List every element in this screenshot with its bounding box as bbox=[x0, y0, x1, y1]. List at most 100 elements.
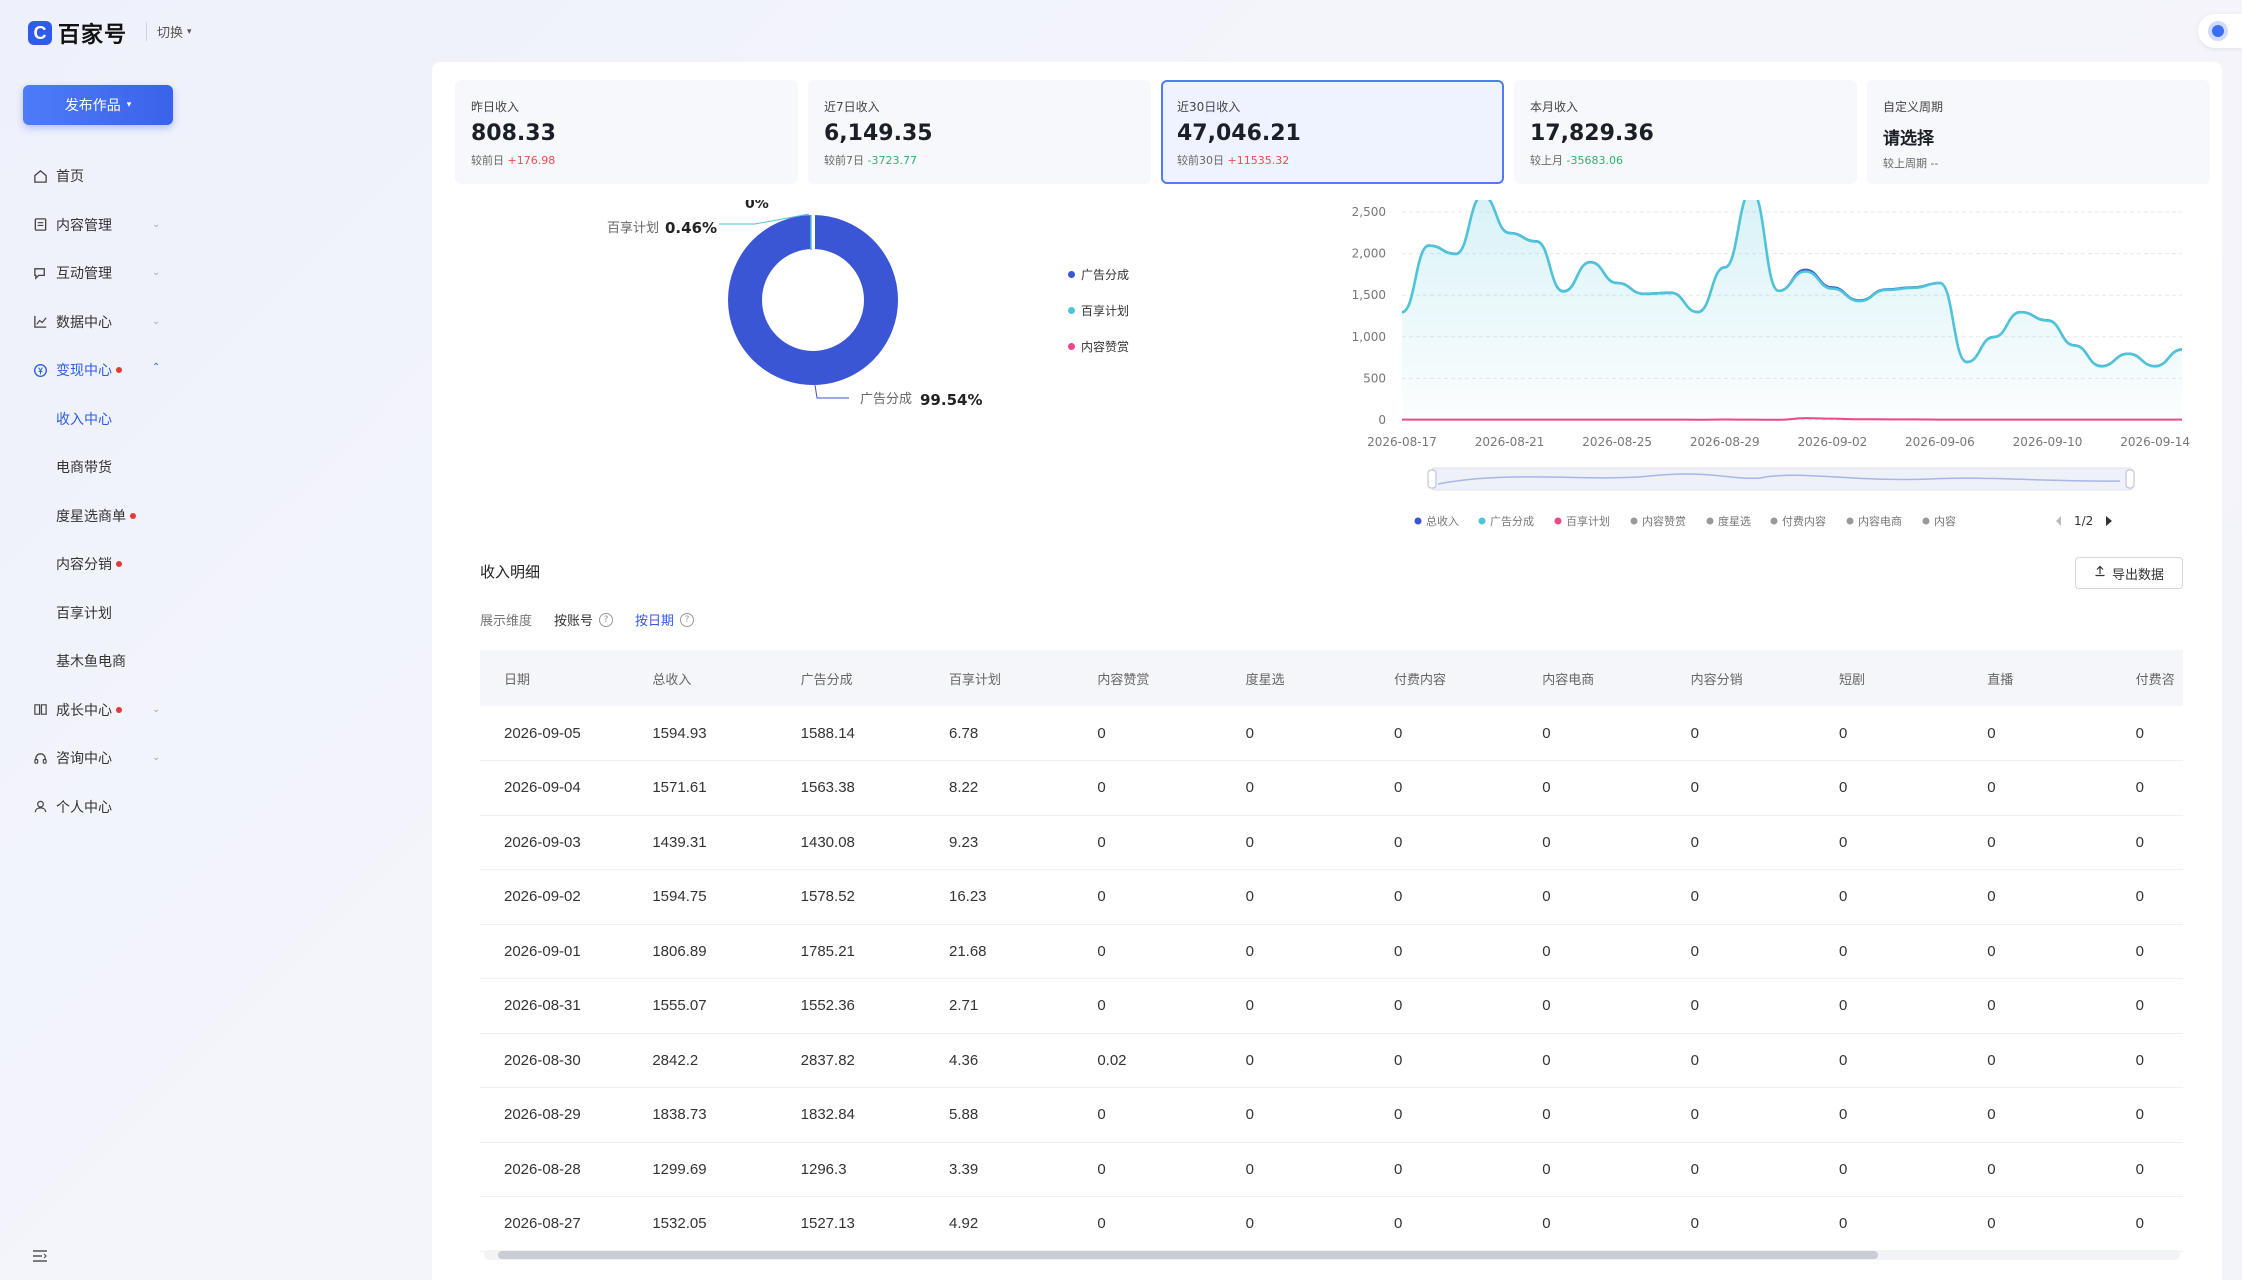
table-cell: 0 bbox=[1987, 1106, 1996, 1124]
table-cell: 0 bbox=[1690, 779, 1699, 797]
sidebar-item-jimuyu[interactable]: 基木鱼电商 bbox=[0, 637, 210, 686]
switch-label: 切换 bbox=[157, 26, 184, 41]
column-header: 内容赞赏 bbox=[1097, 672, 1150, 688]
sidebar-item-growth[interactable]: 成长中心 ⌄ bbox=[0, 686, 210, 735]
table-cell: 0 bbox=[1838, 779, 1848, 797]
dimension-option-label: 按日期 bbox=[635, 614, 675, 629]
table-header-row: 日期 总收入 广告分成 百享计划 内容赞赏 度星选 付费内容 内容电商 内容分销 短剧 直播 付费咨 bbox=[480, 650, 2183, 706]
help-icon[interactable]: ? bbox=[599, 612, 614, 627]
table-row: 2026-09-05 1594.93 1588.14 6.78 0 0 0 0 0 0 0 0 bbox=[480, 706, 2183, 761]
table-cell: 0 bbox=[1245, 1106, 1254, 1124]
stat-value: 808.33 bbox=[471, 121, 556, 146]
table-cell: 2026-09-02 bbox=[504, 888, 581, 906]
table-cell: 1296.3 bbox=[800, 1160, 847, 1178]
collapse-sidebar-icon[interactable] bbox=[32, 1248, 48, 1267]
table-cell: 0 bbox=[1245, 1215, 1254, 1233]
notification-dot bbox=[116, 561, 122, 568]
column-header: 直播 bbox=[1987, 672, 2014, 688]
sidebar-item-label: 咨询中心 bbox=[56, 751, 112, 768]
money-icon bbox=[32, 362, 48, 378]
sidebar-item-baixiang[interactable]: 百享计划 bbox=[0, 589, 210, 638]
stat-card-yesterday[interactable]: 昨日收入 808.33 较前日 +176.98 bbox=[455, 80, 798, 184]
dimension-by-date[interactable]: 按日期? bbox=[635, 610, 695, 629]
switch-account-button[interactable]: 切换 ▾ bbox=[146, 22, 192, 41]
table-cell: 0 bbox=[1245, 724, 1254, 742]
stat-card-month[interactable]: 本月收入 17,829.36 较上月 -35683.06 bbox=[1514, 80, 1857, 184]
series-line-baixiang bbox=[1402, 417, 2182, 421]
main-panel bbox=[432, 62, 2222, 1280]
table-horizontal-scrollbar[interactable] bbox=[484, 1250, 2180, 1260]
legend-item-baixiang[interactable]: 百享计划 bbox=[1068, 292, 1129, 328]
sidebar-item-data[interactable]: 数据中心 ⌄ bbox=[0, 298, 210, 347]
table-cell: 0 bbox=[1393, 779, 1403, 797]
sidebar-item-home[interactable]: 首页 bbox=[0, 152, 210, 201]
stat-value: 6,149.35 bbox=[824, 121, 933, 146]
legend-dot bbox=[1554, 517, 1562, 525]
table-cell: 1578.52 bbox=[800, 888, 855, 906]
stat-value: 17,829.36 bbox=[1530, 121, 1654, 146]
table-cell: 0 bbox=[1987, 779, 1996, 797]
stat-card-7days[interactable]: 近7日收入 6,149.35 较前7日 -3723.77 bbox=[808, 80, 1151, 184]
label-tip-pct: 0% bbox=[745, 200, 769, 212]
scrollbar-thumb[interactable] bbox=[498, 1251, 1878, 1259]
sidebar-item-distribution[interactable]: 内容分销 bbox=[0, 540, 210, 589]
legend-label: 内容电商 bbox=[1858, 514, 1902, 528]
publish-button[interactable]: 发布作品 ▾ bbox=[23, 85, 173, 125]
avatar[interactable] bbox=[2198, 14, 2242, 48]
table-row: 2026-08-29 1838.73 1832.84 5.88 0 0 0 0 0 0 0 0 bbox=[480, 1088, 2183, 1142]
sidebar-item-label: 内容分销 bbox=[56, 557, 112, 574]
sidebar-item-content[interactable]: 内容管理 ⌄ bbox=[0, 201, 210, 250]
export-data-button[interactable]: 导出数据 bbox=[2075, 557, 2183, 589]
stat-label: 昨日收入 bbox=[471, 100, 520, 114]
table-cell: 2026-09-05 bbox=[504, 724, 581, 742]
table-cell: 2842.2 bbox=[652, 1051, 699, 1069]
sidebar-item-monetization[interactable]: 变现中心 ⌃ bbox=[0, 346, 210, 395]
table-cell: 1594.75 bbox=[652, 888, 707, 906]
table-cell: 0 bbox=[1838, 833, 1848, 851]
chevron-down-icon: ▾ bbox=[187, 26, 192, 37]
table-cell: 0 bbox=[1987, 1160, 1996, 1178]
x-tick-label: 2026-09-02 bbox=[1797, 435, 1867, 449]
sidebar-item-duxingxuan[interactable]: 度星选商单 bbox=[0, 492, 210, 541]
table-cell: 8.22 bbox=[948, 779, 979, 797]
table-cell: 0 bbox=[1690, 724, 1699, 742]
sidebar-item-income-center[interactable]: 收入中心 bbox=[0, 395, 210, 444]
sidebar: 发布作品 ▾ 首页 内容管理 ⌄ 互动管理 ⌄ 数据中心 ⌄ 变现中心 ⌃ bbox=[0, 62, 210, 1280]
table-cell: 16.23 bbox=[948, 888, 987, 906]
table-cell: 0 bbox=[1245, 942, 1254, 960]
table-cell: 1532.05 bbox=[652, 1215, 707, 1233]
dimension-label: 展示维度 bbox=[480, 614, 533, 629]
stat-compare: 较前日 +176.98 bbox=[471, 152, 782, 168]
dimension-option-label: 按账号 bbox=[554, 614, 594, 629]
user-icon bbox=[32, 799, 48, 815]
table-cell: 0 bbox=[1838, 724, 1848, 742]
legend-item-ad[interactable]: 广告分成 bbox=[1068, 256, 1129, 292]
table-cell: 0 bbox=[1690, 888, 1699, 906]
table-cell: 0 bbox=[1690, 1106, 1699, 1124]
legend-dot bbox=[1068, 270, 1075, 278]
legend-item-tip[interactable]: 内容赞赏 bbox=[1068, 328, 1129, 364]
table-cell: 0 bbox=[1542, 779, 1551, 797]
legend-dot bbox=[1478, 517, 1486, 525]
top-bar: C 百家号 切换 ▾ bbox=[0, 0, 2242, 62]
stat-card-custom[interactable]: 自定义周期 请选择 较上周期 -- bbox=[1867, 80, 2210, 184]
logo[interactable]: C 百家号 bbox=[28, 17, 127, 49]
stat-value: 请选择 bbox=[1883, 129, 1934, 149]
sidebar-item-consult[interactable]: 咨询中心 ⌄ bbox=[0, 734, 210, 783]
notification-dot bbox=[130, 512, 136, 519]
dimension-by-account[interactable]: 按账号? bbox=[554, 610, 614, 629]
sidebar-nav: 首页 内容管理 ⌄ 互动管理 ⌄ 数据中心 ⌄ 变现中心 ⌃ 收入中心 电商带货 bbox=[0, 152, 210, 831]
table-cell: 0 bbox=[1097, 942, 1106, 960]
help-icon[interactable]: ? bbox=[680, 612, 695, 627]
sidebar-item-personal[interactable]: 个人中心 bbox=[0, 783, 210, 832]
stat-card-30days[interactable]: 近30日收入 47,046.21 较前30日 +11535.32 bbox=[1161, 80, 1504, 184]
table-cell: 0 bbox=[1690, 997, 1699, 1015]
stat-label: 近7日收入 bbox=[824, 100, 880, 114]
table-cell: 2026-08-30 bbox=[504, 1051, 581, 1069]
table-cell: 2026-08-28 bbox=[504, 1160, 581, 1178]
sidebar-item-interaction[interactable]: 互动管理 ⌄ bbox=[0, 249, 210, 298]
table-cell: 0 bbox=[2135, 1160, 2144, 1178]
table-cell: 0 bbox=[1987, 833, 1996, 851]
column-header: 总收入 bbox=[652, 672, 692, 688]
sidebar-item-ecommerce[interactable]: 电商带货 bbox=[0, 443, 210, 492]
